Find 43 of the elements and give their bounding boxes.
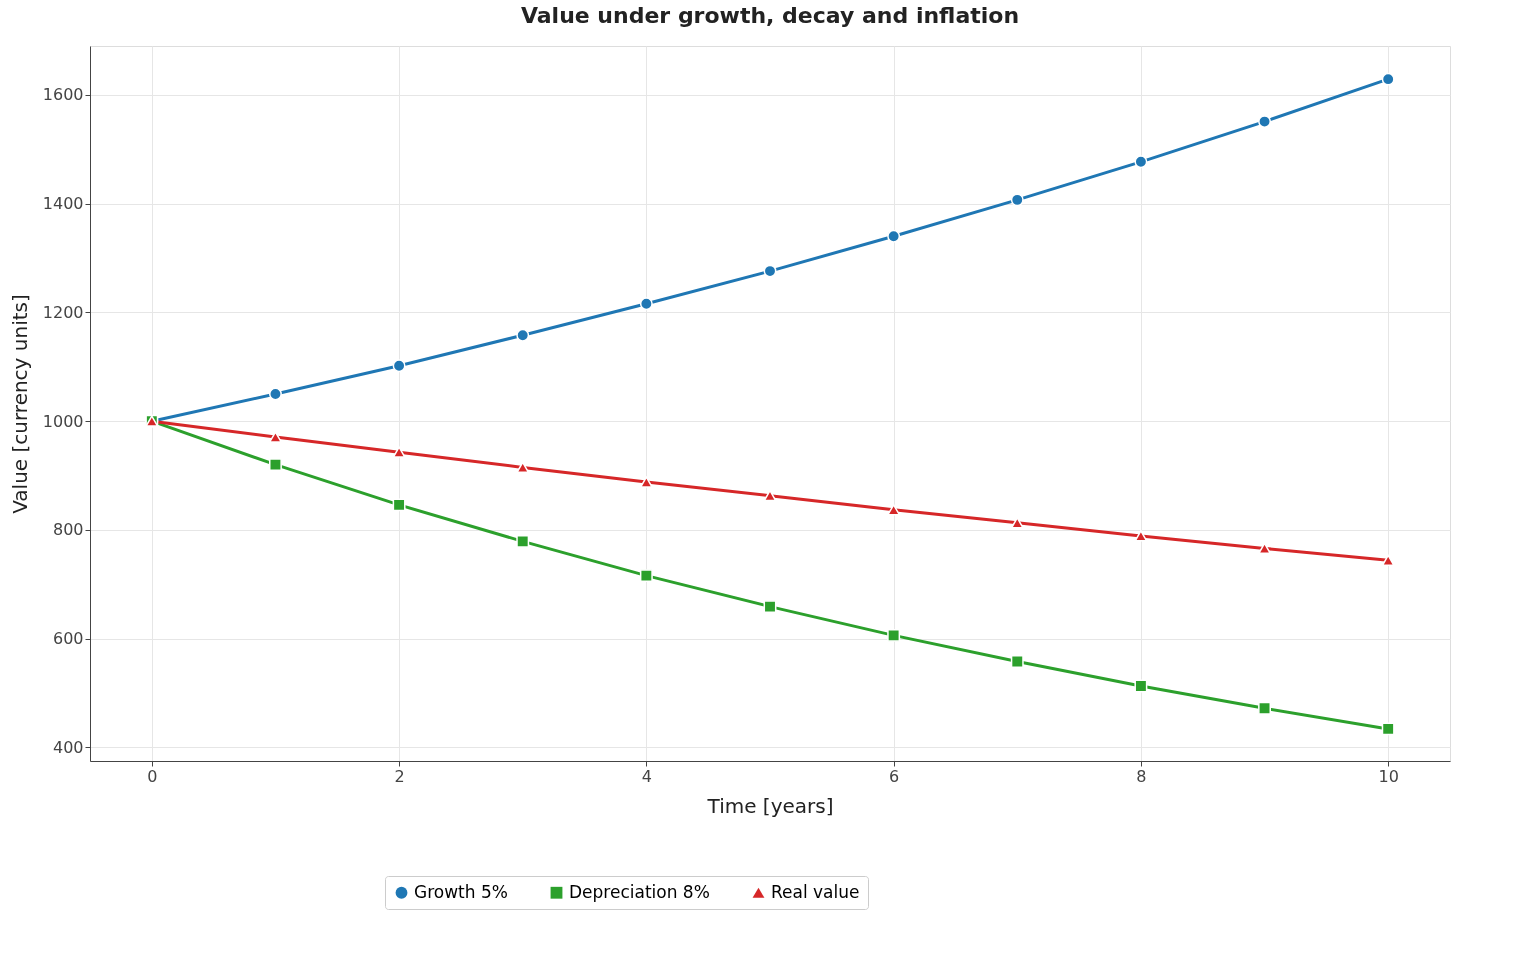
x-tick-label: 4	[641, 766, 652, 786]
point	[516, 534, 530, 548]
point	[392, 359, 406, 373]
x-axis-title: Time [years]	[706, 793, 834, 818]
point	[1134, 155, 1148, 169]
x-tick-label: 0	[147, 766, 158, 786]
point	[887, 504, 901, 516]
chart-title: Value under growth, decay and inflation	[520, 3, 1020, 28]
y-tick-label: 1200	[42, 302, 84, 322]
point	[887, 229, 901, 243]
point	[392, 446, 406, 458]
legend-label: Real value	[771, 881, 860, 902]
point	[1010, 193, 1024, 207]
point	[1381, 722, 1395, 736]
x-tick-label: 6	[889, 766, 900, 786]
point	[1010, 655, 1024, 668]
legend-label: Growth 5%	[414, 881, 508, 902]
y-tick-label: 1600	[42, 85, 84, 105]
x-tick-label: 10	[1378, 766, 1399, 786]
y-tick-label: 1000	[42, 411, 84, 431]
point	[1258, 115, 1271, 129]
x-tick-label: 2	[394, 766, 405, 786]
point	[763, 600, 777, 614]
point	[516, 328, 530, 342]
y-tick-label: 1400	[42, 194, 84, 214]
point	[639, 569, 653, 583]
legend-label: Depreciation 8%	[569, 881, 710, 902]
y-tick-label: 400	[52, 737, 84, 757]
y-tick-label: 600	[52, 629, 84, 649]
point	[887, 628, 901, 642]
y-tick-label: 800	[52, 520, 84, 540]
point	[1134, 530, 1148, 542]
point	[1134, 679, 1148, 693]
point	[269, 387, 282, 401]
point	[1381, 554, 1395, 567]
point	[1258, 701, 1271, 715]
point	[763, 264, 777, 278]
x-tick-label: 8	[1136, 766, 1147, 786]
point	[392, 498, 406, 512]
point	[1381, 72, 1395, 86]
point	[639, 297, 653, 311]
y-axis-title: Value [currency units]	[7, 294, 32, 514]
point	[269, 458, 282, 472]
